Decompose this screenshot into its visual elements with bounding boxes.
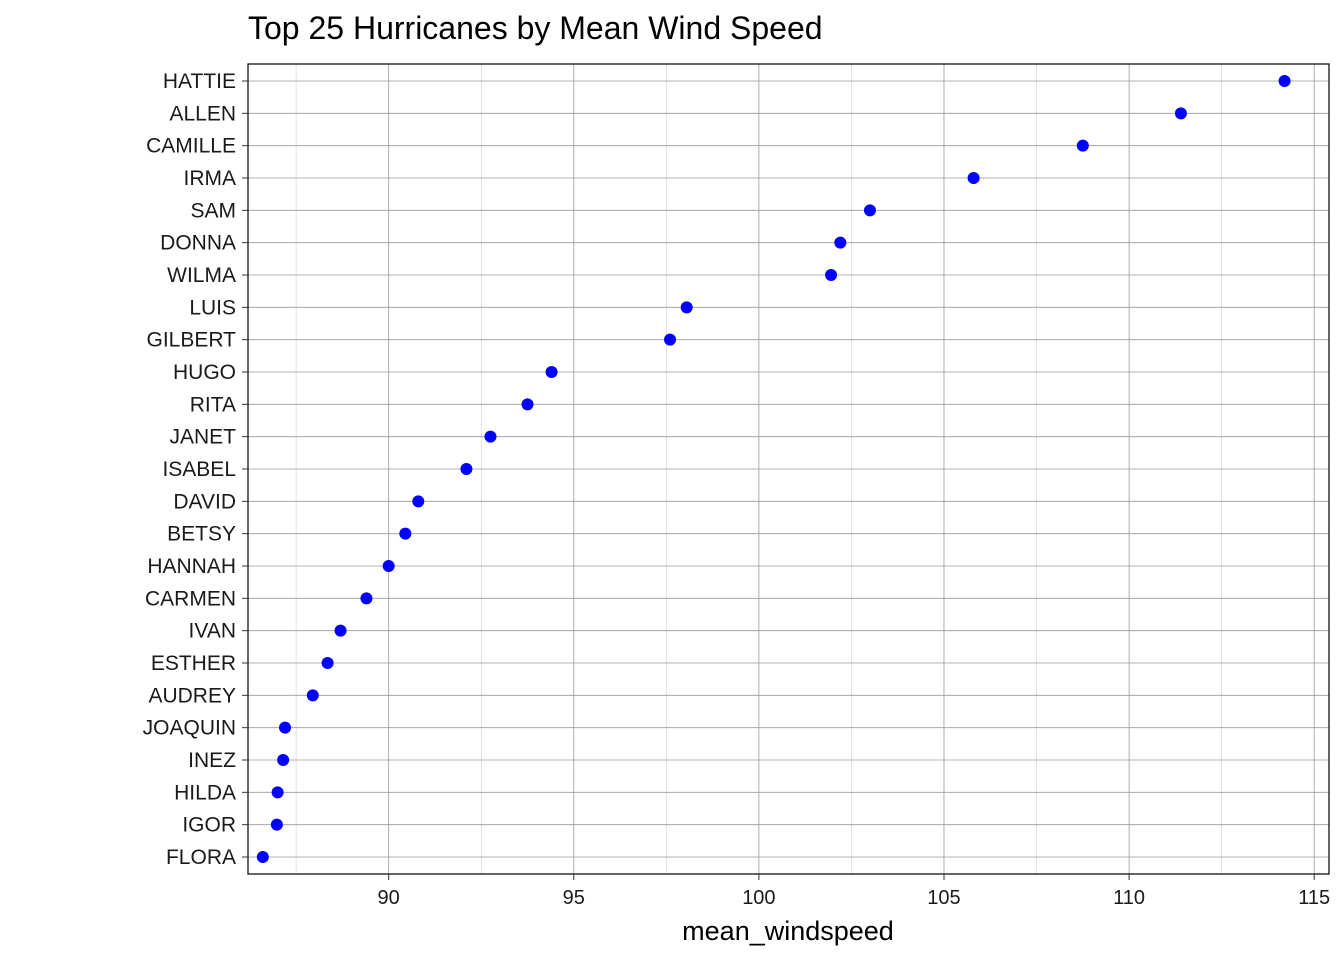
data-point (680, 301, 693, 314)
data-point (321, 657, 334, 669)
x-tick-label: 100 (742, 887, 775, 909)
data-point (1076, 139, 1089, 152)
x-axis-label: mean_windspeed (682, 916, 894, 946)
data-point (360, 592, 373, 605)
y-tick-label: LUIS (189, 296, 236, 319)
y-tick-label: SAM (190, 199, 236, 222)
y-tick-label: ISABEL (162, 458, 236, 481)
data-point (460, 463, 473, 475)
x-tick-label: 105 (927, 887, 960, 909)
y-tick-label: WILMA (167, 264, 236, 287)
data-point (270, 818, 283, 831)
data-point (306, 689, 319, 702)
data-point (664, 333, 677, 346)
chart-title: Top 25 Hurricanes by Mean Wind Speed (248, 10, 823, 46)
y-tick-label: DAVID (173, 490, 236, 513)
y-tick-label: AUDREY (148, 684, 236, 707)
grid-lines (248, 64, 1329, 874)
data-point (1174, 107, 1187, 120)
data-point (382, 560, 395, 572)
y-tick-label: IGOR (182, 814, 236, 837)
data-point (271, 786, 284, 799)
y-tick-label: CARMEN (145, 587, 236, 610)
y-tick-label: DONNA (160, 232, 236, 255)
y-tick-label: IRMA (184, 167, 237, 190)
y-tick-label: HUGO (173, 361, 236, 384)
y-tick-label: ALLEN (169, 102, 236, 125)
y-tick-label: BETSY (167, 523, 236, 546)
data-point (279, 721, 292, 734)
y-tick-label: JANET (169, 426, 236, 449)
data-point (484, 430, 497, 443)
x-tick-label: 110 (1113, 887, 1145, 909)
data-point (967, 172, 980, 184)
y-tick-label: GILBERT (147, 329, 237, 352)
y-tick-label: RITA (190, 393, 236, 416)
y-axis-tick-labels: HATTIE ALLEN CAMILLE IRMA SAM DONNA WILMA LUIS G… (143, 70, 248, 869)
y-tick-label: ESTHER (151, 652, 236, 675)
y-tick-label: CAMILLE (146, 135, 236, 158)
y-tick-label: HILDA (174, 781, 236, 804)
data-point (1278, 75, 1291, 87)
y-tick-label: JOAQUIN (143, 717, 236, 740)
x-tick-label: 90 (378, 887, 400, 909)
data-point (825, 269, 838, 281)
y-tick-label: IVAN (189, 620, 236, 643)
data-point (834, 236, 847, 249)
x-tick-label: 115 (1298, 887, 1330, 909)
data-point (277, 754, 290, 766)
y-tick-label: INEZ (188, 749, 236, 772)
y-tick-label: HANNAH (147, 555, 236, 578)
data-point (521, 398, 534, 411)
data-point (863, 204, 876, 217)
data-point (256, 851, 269, 863)
data-points (256, 75, 1291, 863)
x-axis-tick-labels: 90 95 100 105 110 115 (378, 874, 1330, 909)
y-tick-label: FLORA (166, 846, 236, 869)
y-tick-label: HATTIE (163, 70, 236, 93)
data-point (545, 366, 558, 378)
data-point (334, 624, 347, 637)
data-point (399, 527, 412, 540)
x-tick-label: 95 (563, 887, 585, 909)
data-point (412, 495, 425, 508)
